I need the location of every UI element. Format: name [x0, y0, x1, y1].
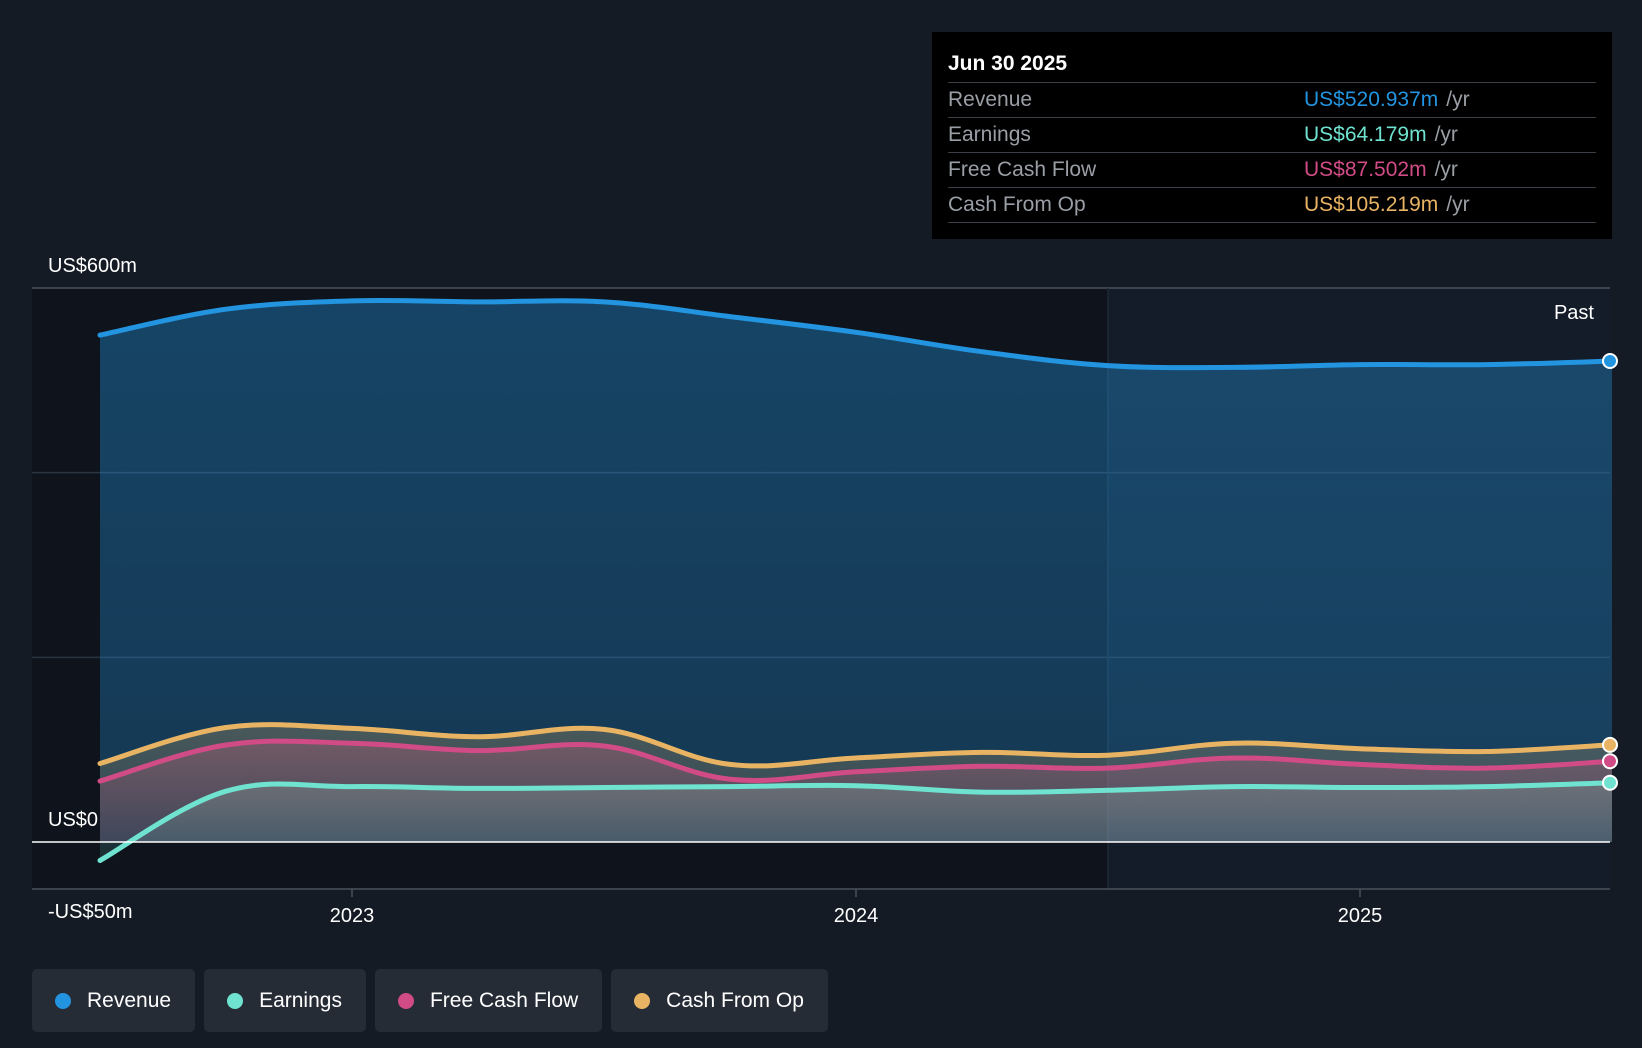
tooltip-label: Earnings — [948, 123, 1031, 146]
tooltip-value: US$520.937m — [1304, 88, 1439, 111]
legend-item-free-cash-flow[interactable]: Free Cash Flow — [374, 969, 603, 1032]
tooltip-label: Revenue — [948, 88, 1033, 111]
legend-item-cash-from-op[interactable]: Cash From Op — [611, 969, 828, 1032]
tooltip-unit: /yr — [1434, 123, 1458, 146]
legend-label: Cash From Op — [666, 988, 804, 1012]
free-cash-flow-dot-icon — [397, 992, 414, 1009]
y-tick-label: US$0 — [48, 809, 98, 831]
legend-item-earnings[interactable]: Earnings — [204, 969, 366, 1032]
axes: US$600m US$0 -US$50m 2023 2024 2025 — [32, 255, 1610, 927]
revenue-dot-icon — [55, 992, 71, 1009]
revenue-end-point — [1602, 353, 1618, 370]
tooltip-value: US$105.219m — [1304, 193, 1439, 216]
free-cash-flow-line — [97, 738, 1615, 784]
cash-from-op-dot-icon — [634, 992, 651, 1009]
x-tick-label: 2023 — [330, 905, 375, 927]
tooltip-row-revenue: Revenue US$520.937m /yr — [948, 83, 1596, 118]
legend-label: Free Cash Flow — [429, 988, 579, 1012]
series-lines — [97, 297, 1615, 863]
past-label: Past — [1554, 302, 1594, 324]
tooltip-row-earnings: Earnings US$64.179m /yr — [948, 118, 1596, 153]
legend-item-revenue[interactable]: Revenue — [32, 969, 196, 1032]
revenue-line — [97, 297, 1615, 371]
tooltip-label: Free Cash Flow — [948, 158, 1097, 181]
free-cash-flow-end-point — [1602, 753, 1618, 770]
legend-label: Revenue — [87, 988, 172, 1012]
x-tick-label: 2025 — [1338, 905, 1383, 927]
earnings-line — [97, 780, 1615, 863]
tooltip-unit: /yr — [1446, 193, 1470, 216]
y-tick-label: -US$50m — [48, 901, 132, 923]
tooltip-unit: /yr — [1434, 158, 1458, 181]
cash-from-op-line — [97, 722, 1615, 769]
tooltip-value: US$87.502m — [1304, 158, 1427, 181]
tooltip-row-free-cash-flow: Free Cash Flow US$87.502m /yr — [948, 153, 1596, 188]
revenue-area — [100, 300, 1612, 842]
tooltip-label: Cash From Op — [948, 193, 1086, 216]
y-tick-label: US$600m — [48, 255, 137, 277]
series-end-points — [1602, 353, 1618, 791]
cash-from-op-end-point — [1602, 736, 1618, 753]
tooltip-date: Jun 30 2025 — [948, 46, 1596, 83]
legend-label: Earnings — [259, 988, 342, 1012]
tooltip: Jun 30 2025 Revenue US$520.937m /yr Earn… — [932, 32, 1612, 239]
earnings-end-point — [1602, 774, 1618, 791]
tooltip-unit: /yr — [1446, 88, 1470, 111]
tooltip-value: US$64.179m — [1304, 123, 1427, 146]
x-tick-label: 2024 — [834, 905, 879, 927]
series-areas — [100, 300, 1612, 861]
tooltip-row-cash-from-op: Cash From Op US$105.219m /yr — [948, 188, 1596, 223]
legend: Revenue Earnings Free Cash Flow Cash Fro… — [32, 969, 828, 1032]
earnings-dot-icon — [227, 992, 244, 1009]
